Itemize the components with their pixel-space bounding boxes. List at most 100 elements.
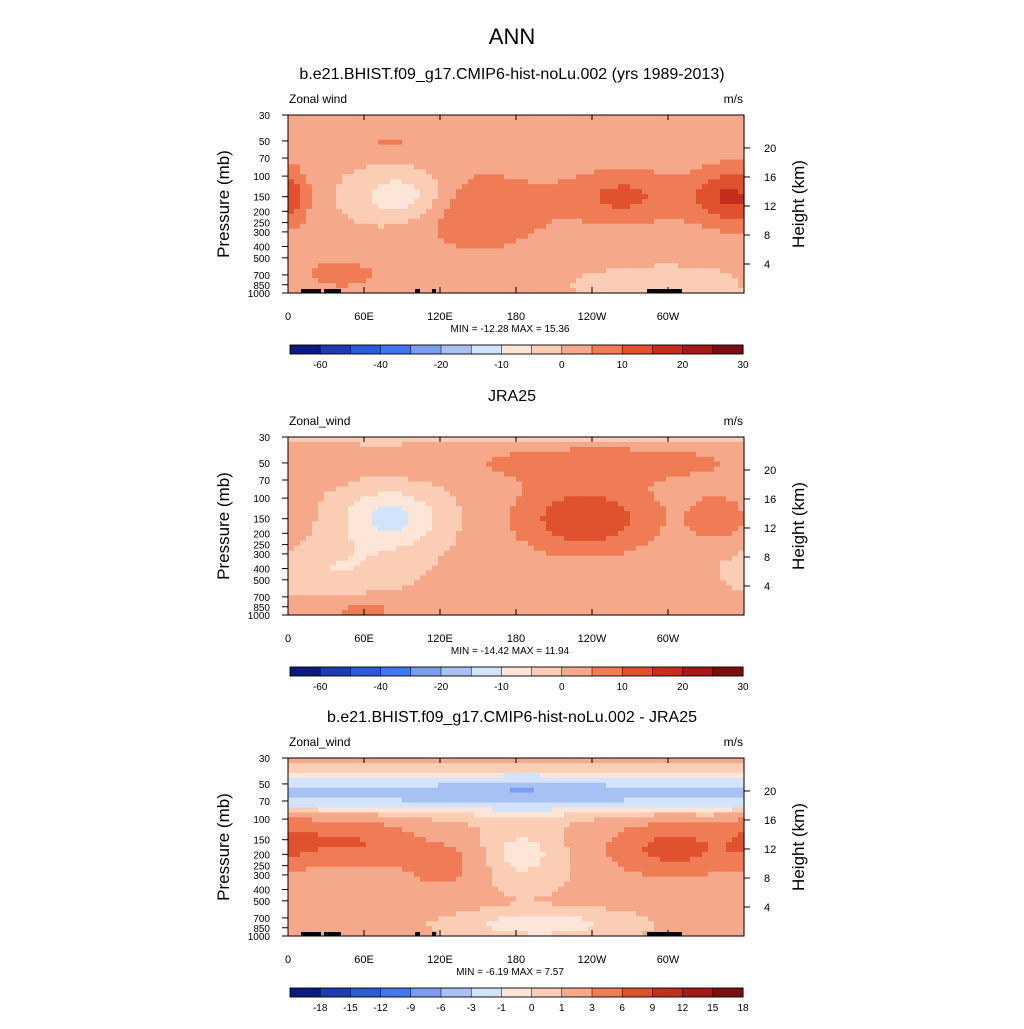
field-cell <box>372 447 379 453</box>
field-cell <box>462 477 469 483</box>
field-cell <box>390 526 397 532</box>
field-cell <box>516 496 523 502</box>
field-cell <box>582 174 589 180</box>
field-cell <box>642 501 649 507</box>
field-cell <box>618 199 625 205</box>
field-cell <box>540 204 547 210</box>
field-cell <box>690 209 697 215</box>
field-cell <box>408 516 415 522</box>
field-cell <box>318 486 325 492</box>
field-cell <box>456 120 463 126</box>
field-cell <box>438 486 445 492</box>
field-cell <box>732 437 739 443</box>
field-cell <box>654 263 661 269</box>
field-cell <box>288 467 295 473</box>
field-cell <box>456 472 463 478</box>
field-cell <box>546 189 553 195</box>
field-cell <box>330 135 337 141</box>
field-cell <box>360 263 367 269</box>
field-cell <box>702 145 709 151</box>
field-cell <box>546 561 553 567</box>
y-tick-label: 500 <box>253 254 270 265</box>
field-cell <box>558 283 565 289</box>
field-cell <box>390 209 397 215</box>
field-cell <box>600 115 607 121</box>
field-cell <box>312 204 319 210</box>
field-cell <box>582 511 589 517</box>
field-cell <box>576 452 583 458</box>
field-cell <box>396 575 403 581</box>
field-cell <box>714 541 721 547</box>
field-cell <box>630 219 637 225</box>
field-cell <box>312 184 319 190</box>
field-cell <box>342 566 349 572</box>
field-cell <box>366 531 373 537</box>
field-cell <box>558 155 565 161</box>
field-cell <box>558 253 565 259</box>
field-cell <box>456 268 463 274</box>
field-cell <box>666 130 673 136</box>
field-cell <box>552 184 559 190</box>
field-cell <box>378 278 385 284</box>
field-cell <box>444 169 451 175</box>
field-cell <box>312 541 319 547</box>
field-cell <box>354 229 361 235</box>
field-cell <box>432 462 439 468</box>
field-cell <box>606 486 613 492</box>
field-cell <box>582 516 589 522</box>
field-cell <box>702 442 709 448</box>
field-cell <box>558 556 565 562</box>
field-cell <box>330 447 337 453</box>
field-cell <box>684 130 691 136</box>
field-cell <box>630 150 637 156</box>
field-cell <box>318 179 325 185</box>
field-cell <box>720 249 727 255</box>
field-cell <box>522 120 529 126</box>
field-cell <box>324 214 331 220</box>
field-cell <box>696 214 703 220</box>
field-cell <box>444 145 451 151</box>
field-cell <box>408 214 415 220</box>
field-cell <box>618 145 625 151</box>
field-cell <box>666 140 673 146</box>
field-cell <box>570 536 577 542</box>
field-cell <box>330 278 337 284</box>
field-cell <box>522 571 529 577</box>
field-cell <box>408 457 415 463</box>
field-cell <box>408 155 415 161</box>
field-cell <box>336 155 343 161</box>
field-cell <box>384 150 391 156</box>
field-cell <box>546 442 553 448</box>
field-cell <box>486 536 493 542</box>
field-cell <box>378 263 385 269</box>
field-cell <box>672 194 679 200</box>
field-cell <box>624 526 631 532</box>
field-cell <box>468 125 475 131</box>
field-cell <box>516 561 523 567</box>
field-cell <box>390 204 397 210</box>
field-cell <box>486 566 493 572</box>
field-cell <box>654 239 661 245</box>
field-cell <box>648 130 655 136</box>
field-cell <box>678 551 685 557</box>
field-cell <box>612 115 619 121</box>
field-cell <box>348 462 355 468</box>
field-cell <box>492 575 499 581</box>
field-cell <box>612 179 619 185</box>
field-cell <box>636 531 643 537</box>
field-cell <box>684 452 691 458</box>
field-cell <box>468 258 475 264</box>
field-cell <box>726 467 733 473</box>
field-cell <box>564 253 571 259</box>
field-cell <box>588 268 595 274</box>
field-cell <box>474 160 481 166</box>
field-cell <box>450 556 457 562</box>
field-cell <box>720 120 727 126</box>
field-cell <box>678 239 685 245</box>
field-cell <box>330 566 337 572</box>
field-cell <box>294 199 301 205</box>
field-cell <box>624 135 631 141</box>
field-cell <box>618 531 625 537</box>
field-cell <box>336 130 343 136</box>
field-cell <box>420 179 427 185</box>
